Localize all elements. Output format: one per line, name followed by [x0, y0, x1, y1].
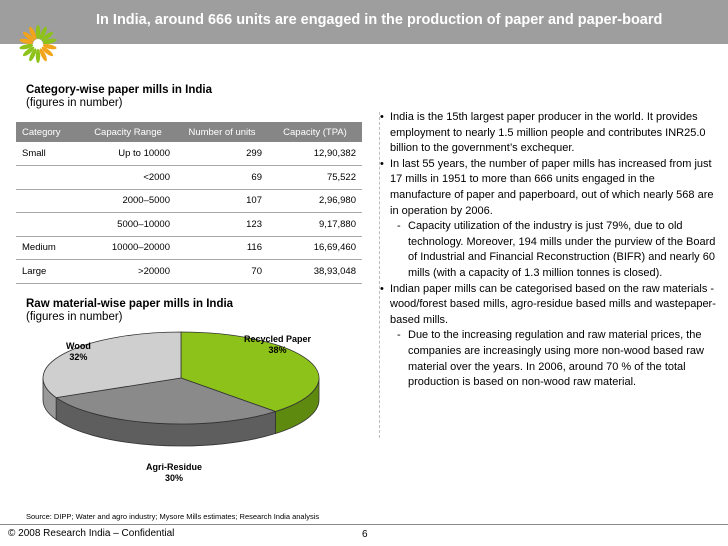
cell-number-of-units: 123	[176, 212, 268, 237]
cell-category: Medium	[16, 236, 80, 260]
logo-petal	[22, 46, 35, 57]
raw-material-pie-chart	[42, 331, 320, 447]
cell-capacity-tpa: 9,17,880	[268, 212, 362, 237]
logo-petal	[29, 26, 37, 40]
logo-petal	[22, 31, 35, 42]
bullet-text: India is the 15th largest paper producer…	[390, 111, 706, 155]
column-header-capacity-tpa: Capacity (TPA)	[268, 122, 362, 142]
page-number: 6	[362, 529, 368, 540]
pie-slice-agri-residue	[55, 377, 277, 425]
bullet-item: In last 55 years, the number of paper mi…	[380, 157, 716, 219]
logo-petal	[41, 31, 54, 42]
cell-capacity-range: 2000–5000	[80, 189, 176, 213]
table-section-title: Category-wise paper mills in India	[26, 84, 212, 96]
pie-label-recycled-paper: Recycled Paper 38%	[244, 334, 311, 356]
dash-glyph: -	[397, 220, 401, 233]
cell-category	[16, 212, 80, 237]
sun-logo-icon	[19, 25, 57, 63]
table-section-subtitle: (figures in number)	[26, 97, 123, 109]
pie-section-title: Raw material-wise paper mills in India	[26, 298, 234, 310]
cell-capacity-tpa: 38,93,048	[268, 259, 362, 284]
header-bar	[0, 0, 728, 44]
table-row: Medium 10000–20000 116 16,69,460	[16, 236, 362, 260]
cell-capacity-tpa: 2,96,980	[268, 189, 362, 213]
footer-divider	[0, 524, 728, 525]
cell-category	[16, 165, 80, 190]
column-header-category: Category	[16, 122, 80, 142]
table-header-row: Category Capacity Range Number of units …	[16, 122, 362, 142]
pie-label-recycled-pct: 38%	[268, 345, 287, 355]
logo-petal	[35, 25, 41, 39]
dash-glyph: -	[397, 329, 401, 342]
cell-capacity-tpa: 16,69,460	[268, 236, 362, 260]
pie-section-subtitle: (figures in number)	[26, 311, 123, 323]
table-row: Large >20000 70 38,93,048	[16, 259, 362, 284]
column-header-capacity-range: Capacity Range	[80, 122, 176, 142]
cell-capacity-tpa: 12,90,382	[268, 142, 362, 166]
logo-petal	[41, 46, 54, 57]
cell-number-of-units: 107	[176, 189, 268, 213]
cell-capacity-range: 10000–20000	[80, 236, 176, 260]
logo-petal	[42, 38, 57, 44]
cell-number-of-units: 116	[176, 236, 268, 260]
slide-title: In India, around 666 units are engaged i…	[96, 12, 663, 28]
pie-slice-wood	[42, 331, 182, 399]
sub-bullet-item: - Due to the increasing regulation and ra…	[380, 328, 716, 390]
logo-petal	[35, 49, 41, 63]
pie-label-wood-pct: 32%	[69, 352, 88, 362]
logo-petal	[42, 44, 57, 50]
paper-mills-table: Category Capacity Range Number of units …	[16, 122, 362, 284]
logo-petal	[29, 48, 37, 62]
pie-label-agri-name: Agri-Residue	[146, 462, 203, 472]
logo-petal	[19, 38, 34, 44]
bullet-item: India is the 15th largest paper producer…	[380, 110, 716, 157]
cell-capacity-range: Up to 10000	[80, 142, 176, 166]
table-row: Small Up to 10000 299 12,90,382	[16, 142, 362, 166]
pie-label-recycled-name: Recycled Paper	[244, 334, 312, 344]
source-note: Source: DIPP; Water and agro industry; M…	[26, 512, 320, 521]
table-row: 2000–5000 107 2,96,980	[16, 189, 362, 213]
pie-label-agri-residue: Agri-Residue 30%	[146, 462, 202, 484]
bullet-list: India is the 15th largest paper producer…	[380, 110, 716, 391]
copyright-text: © 2008 Research India – Confidential	[8, 528, 175, 539]
bullet-item: Indian paper mills can be categorised ba…	[380, 282, 716, 329]
pie-label-wood: Wood 32%	[66, 341, 91, 363]
logo-petal	[39, 48, 47, 62]
pie-label-wood-name: Wood	[66, 341, 91, 351]
sub-bullet-item: - Capacity utilization of the industry is…	[380, 219, 716, 281]
table-row: 5000–10000 123 9,17,880	[16, 212, 362, 237]
bullet-text: In last 55 years, the number of paper mi…	[390, 157, 714, 217]
cell-number-of-units: 70	[176, 259, 268, 284]
cell-category: Small	[16, 142, 80, 166]
sub-bullet-text: Capacity utilization of the industry is …	[408, 220, 716, 279]
cell-category: Large	[16, 259, 80, 284]
pie-label-agri-pct: 30%	[165, 473, 184, 483]
bullet-text: Indian paper mills can be categorised ba…	[390, 282, 716, 326]
cell-capacity-range: <2000	[80, 165, 176, 190]
logo-petal	[39, 26, 47, 40]
cell-number-of-units: 299	[176, 142, 268, 166]
cell-capacity-range: >20000	[80, 259, 176, 284]
cell-category	[16, 189, 80, 213]
cell-capacity-tpa: 75,522	[268, 165, 362, 190]
column-divider	[379, 112, 380, 438]
table-row: <2000 69 75,522	[16, 165, 362, 190]
pie-slice-recycled-paper	[180, 331, 320, 412]
cell-capacity-range: 5000–10000	[80, 212, 176, 237]
column-header-number-of-units: Number of units	[176, 122, 268, 142]
sub-bullet-text: Due to the increasing regulation and raw…	[408, 329, 704, 389]
cell-number-of-units: 69	[176, 165, 268, 190]
logo-petal	[19, 44, 34, 50]
